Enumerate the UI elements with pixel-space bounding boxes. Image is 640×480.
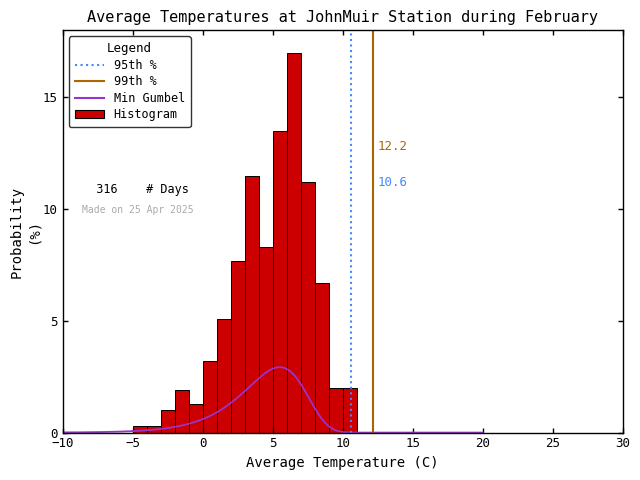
Min Gumbel bbox=[276, 364, 284, 370]
Bar bbox=[329, 388, 342, 432]
Min Gumbel bbox=[303, 392, 311, 398]
Text: 10.6: 10.6 bbox=[378, 176, 408, 189]
Bar bbox=[147, 426, 161, 432]
Min Gumbel bbox=[417, 430, 425, 435]
Line: Min Gumbel: Min Gumbel bbox=[35, 367, 483, 432]
Title: Average Temperatures at JohnMuir Station during February: Average Temperatures at JohnMuir Station… bbox=[87, 10, 598, 25]
Bar bbox=[231, 261, 244, 432]
Min Gumbel bbox=[479, 430, 486, 435]
Bar bbox=[315, 283, 329, 432]
Bar bbox=[301, 182, 315, 432]
Min Gumbel bbox=[317, 414, 324, 420]
Min Gumbel bbox=[58, 430, 66, 435]
Text: 316    # Days: 316 # Days bbox=[83, 183, 189, 196]
Text: Made on 25 Apr 2025: Made on 25 Apr 2025 bbox=[83, 205, 194, 216]
Bar bbox=[189, 404, 203, 432]
Bar bbox=[132, 426, 147, 432]
Min Gumbel bbox=[371, 430, 379, 435]
X-axis label: Average Temperature (C): Average Temperature (C) bbox=[246, 456, 439, 470]
Bar bbox=[342, 388, 356, 432]
Min Gumbel bbox=[31, 430, 38, 435]
Bar bbox=[244, 176, 259, 432]
Bar bbox=[175, 390, 189, 432]
Bar bbox=[203, 361, 217, 432]
Legend: 95th %, 99th %, Min Gumbel, Histogram: 95th %, 99th %, Min Gumbel, Histogram bbox=[68, 36, 191, 127]
Bar bbox=[259, 247, 273, 432]
Min Gumbel bbox=[292, 374, 300, 380]
Bar bbox=[287, 53, 301, 432]
Text: 12.2: 12.2 bbox=[378, 140, 408, 153]
Bar bbox=[217, 319, 231, 432]
Bar bbox=[161, 410, 175, 432]
Bar bbox=[273, 131, 287, 432]
Y-axis label: Probability
(%): Probability (%) bbox=[10, 185, 40, 277]
